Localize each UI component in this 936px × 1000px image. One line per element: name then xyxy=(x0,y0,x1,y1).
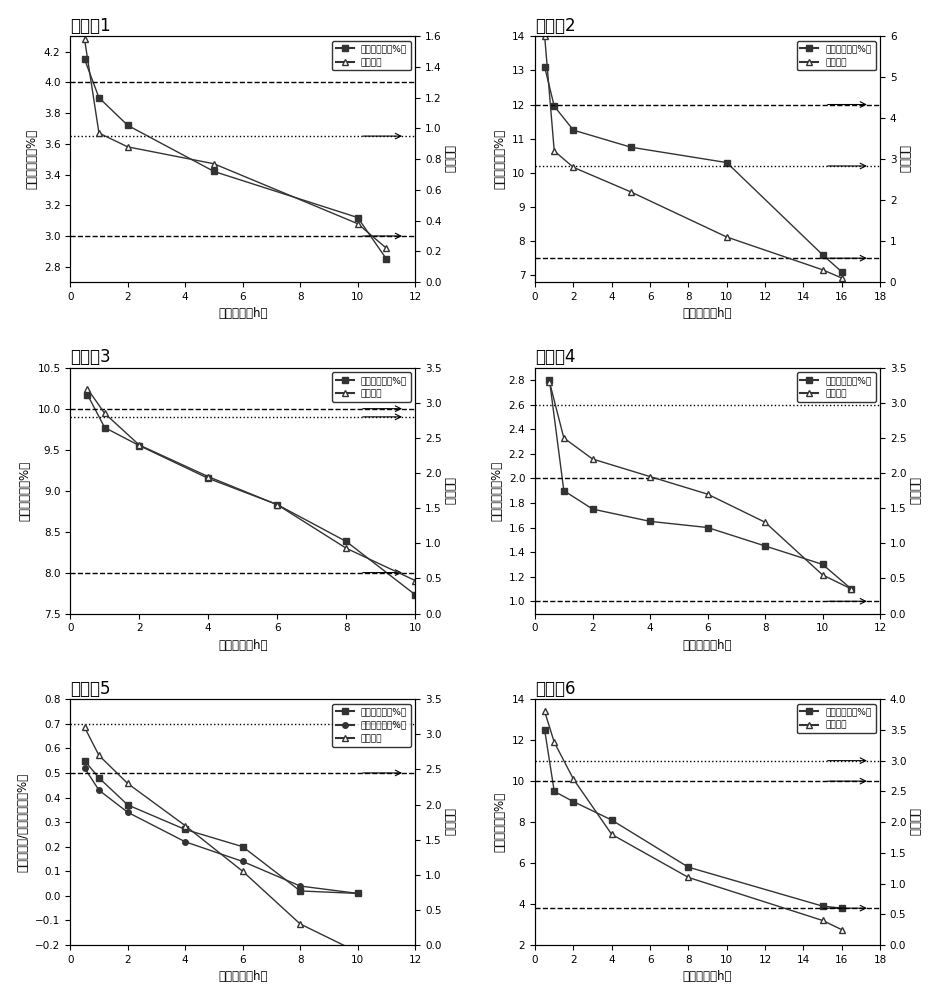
X-axis label: 接触时间（h）: 接触时间（h） xyxy=(682,970,732,983)
X-axis label: 接触时间（h）: 接触时间（h） xyxy=(218,639,267,652)
X-axis label: 接触时间（h）: 接触时间（h） xyxy=(218,307,267,320)
X-axis label: 接触时间（h）: 接触时间（h） xyxy=(682,307,732,320)
Y-axis label: 棕榈酸含量（%）: 棕榈酸含量（%） xyxy=(493,129,506,189)
Y-axis label: 硬脂酸含量（%）: 硬脂酸含量（%） xyxy=(25,129,38,189)
Y-axis label: 棕榈酸含量（%）: 棕榈酸含量（%） xyxy=(493,792,506,852)
Legend: 棕榈酸含量（%）, 硬脂酸含量（%）, 过氧化值: 棕榈酸含量（%）, 硬脂酸含量（%）, 过氧化值 xyxy=(331,704,410,747)
Text: 实施例3: 实施例3 xyxy=(70,348,110,366)
Legend: 棕榈酸含量（%）, 过氧化值: 棕榈酸含量（%）, 过氧化值 xyxy=(331,372,410,402)
Y-axis label: 过氧化值: 过氧化值 xyxy=(442,808,455,836)
Legend: 棕榈酸含量（%）, 过氧化值: 棕榈酸含量（%）, 过氧化值 xyxy=(796,41,874,70)
Y-axis label: 过氧化值: 过氧化值 xyxy=(442,477,455,505)
Legend: 硬脂酸含量（%）, 过氧化值: 硬脂酸含量（%）, 过氧化值 xyxy=(796,372,874,402)
Y-axis label: 过氧化值: 过氧化值 xyxy=(906,808,919,836)
Legend: 硬脂酸含量（%）, 过氧化值: 硬脂酸含量（%）, 过氧化值 xyxy=(331,41,410,70)
Y-axis label: 过氧化值: 过氧化值 xyxy=(906,477,919,505)
Text: 实施例1: 实施例1 xyxy=(70,17,110,35)
X-axis label: 接触时间（h）: 接触时间（h） xyxy=(218,970,267,983)
Text: 实施例4: 实施例4 xyxy=(534,348,575,366)
X-axis label: 接触时间（h）: 接触时间（h） xyxy=(682,639,732,652)
Text: 实施例5: 实施例5 xyxy=(70,680,110,698)
Y-axis label: 硬脂酸含量（%）: 硬脂酸含量（%） xyxy=(490,461,503,521)
Legend: 棕榈酸含量（%）, 过氧化值: 棕榈酸含量（%）, 过氧化值 xyxy=(796,704,874,733)
Text: 实施例6: 实施例6 xyxy=(534,680,575,698)
Y-axis label: 过氧化值: 过氧化值 xyxy=(442,145,455,173)
Y-axis label: 棕榈酸含量/硬脂酸含量（%）: 棕榈酸含量/硬脂酸含量（%） xyxy=(17,773,30,872)
Y-axis label: 过氧化值: 过氧化值 xyxy=(897,145,910,173)
Y-axis label: 棕榈酸含量（%）: 棕榈酸含量（%） xyxy=(19,461,32,521)
Text: 实施例2: 实施例2 xyxy=(534,17,575,35)
